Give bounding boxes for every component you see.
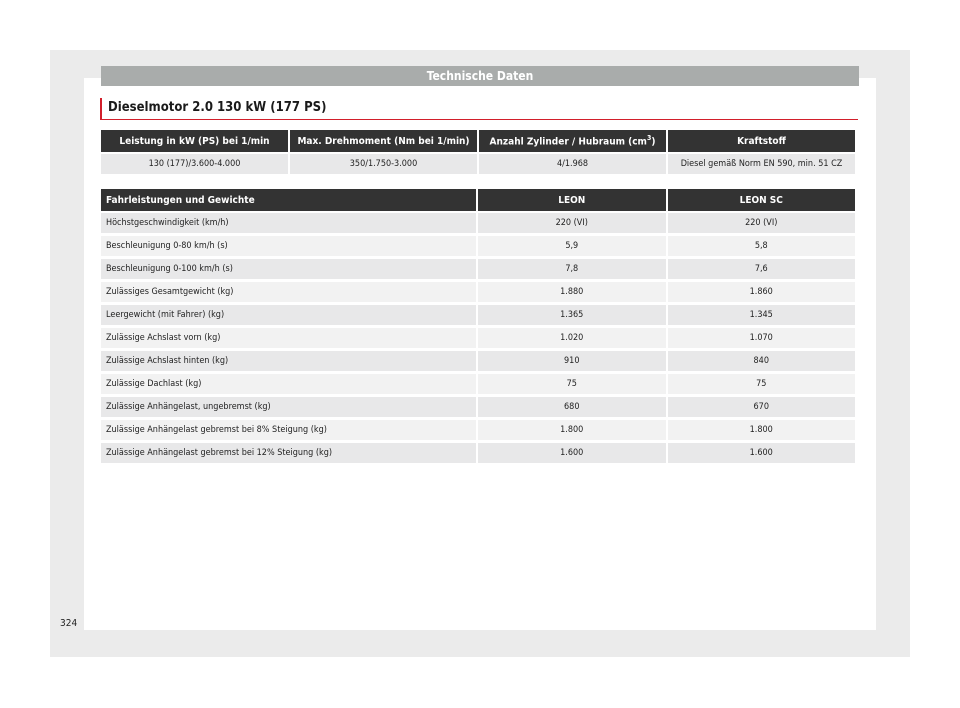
cell-leon-sc: 5,8: [667, 236, 855, 259]
chapter-header: Technische Daten: [101, 66, 859, 86]
page-number: 324: [60, 618, 78, 629]
cell-leon-sc: 670: [667, 397, 855, 420]
table-row: Zulässige Achslast vorn (kg) 1.020 1.070: [101, 328, 855, 351]
cell-attribute: Höchstgeschwindigkeit (km/h): [101, 213, 476, 236]
column-header-leon-sc: LEON SC: [667, 189, 855, 213]
table-header-row: Leistung in kW (PS) bei 1/min Max. Drehm…: [101, 130, 855, 154]
column-header-fuel: Kraftstoff: [668, 130, 855, 154]
cell-attribute: Zulässige Dachlast (kg): [101, 374, 476, 397]
column-header-leon: LEON: [478, 189, 666, 213]
cell-attribute: Zulässige Achslast vorn (kg): [101, 328, 476, 351]
cell-attribute: Beschleunigung 0-80 km/h (s): [101, 236, 476, 259]
cell-leon: 1.600: [478, 443, 666, 466]
cell-power: 130 (177)/3.600-4.000: [101, 154, 288, 177]
cell-attribute: Zulässige Achslast hinten (kg): [101, 351, 476, 374]
table-row: Zulässige Anhängelast gebremst bei 12% S…: [101, 443, 855, 466]
cell-leon: 1.365: [478, 305, 666, 328]
cell-leon: 5,9: [478, 236, 666, 259]
performance-table-body: Höchstgeschwindigkeit (km/h) 220 (VI) 220 …: [101, 213, 855, 466]
table-row: Höchstgeschwindigkeit (km/h) 220 (VI) 220 …: [101, 213, 855, 236]
section-title: Dieselmotor 2.0 130 kW (177 PS): [100, 98, 858, 120]
cell-cylinders: 4/1.968: [479, 154, 666, 177]
cell-leon-sc: 7,6: [667, 259, 855, 282]
cell-leon-sc: 1.800: [667, 420, 855, 443]
cell-leon-sc: 1.345: [667, 305, 855, 328]
cell-attribute: Beschleunigung 0-100 km/h (s): [101, 259, 476, 282]
cell-leon: 7,8: [478, 259, 666, 282]
cell-leon: 75: [478, 374, 666, 397]
engine-specs-table: Leistung in kW (PS) bei 1/min Max. Drehm…: [99, 130, 857, 177]
cell-leon-sc: 840: [667, 351, 855, 374]
cell-leon: 1.800: [478, 420, 666, 443]
cell-leon-sc: 1.600: [667, 443, 855, 466]
cell-attribute: Leergewicht (mit Fahrer) (kg): [101, 305, 476, 328]
table-row: Zulässige Achslast hinten (kg) 910 840: [101, 351, 855, 374]
cell-leon: 1.880: [478, 282, 666, 305]
cell-leon-sc: 1.070: [667, 328, 855, 351]
table-row: Zulässige Dachlast (kg) 75 75: [101, 374, 855, 397]
table-row: 130 (177)/3.600-4.000 350/1.750-3.000 4/…: [101, 154, 855, 177]
cell-leon: 680: [478, 397, 666, 420]
table-row: Beschleunigung 0-80 km/h (s) 5,9 5,8: [101, 236, 855, 259]
cell-leon: 1.020: [478, 328, 666, 351]
column-header-power: Leistung in kW (PS) bei 1/min: [101, 130, 288, 154]
column-header-cylinders: Anzahl Zylinder / Hubraum (cm3): [479, 130, 666, 154]
table-row: Leergewicht (mit Fahrer) (kg) 1.365 1.345: [101, 305, 855, 328]
cell-leon-sc: 75: [667, 374, 855, 397]
table-row: Beschleunigung 0-100 km/h (s) 7,8 7,6: [101, 259, 855, 282]
cell-attribute: Zulässige Anhängelast, ungebremst (kg): [101, 397, 476, 420]
cell-attribute: Zulässige Anhängelast gebremst bei 8% St…: [101, 420, 476, 443]
table-row: Zulässige Anhängelast, ungebremst (kg) 68…: [101, 397, 855, 420]
cell-leon: 220 (VI): [478, 213, 666, 236]
table-row: Zulässiges Gesamtgewicht (kg) 1.880 1.860: [101, 282, 855, 305]
cell-leon: 910: [478, 351, 666, 374]
column-header-attribute: Fahrleistungen und Gewichte: [101, 189, 476, 213]
cell-fuel: Diesel gemäß Norm EN 590, min. 51 CZ: [668, 154, 855, 177]
cell-leon-sc: 220 (VI): [667, 213, 855, 236]
cell-attribute: Zulässige Anhängelast gebremst bei 12% S…: [101, 443, 476, 466]
cell-torque: 350/1.750-3.000: [290, 154, 477, 177]
performance-weights-table: Fahrleistungen und Gewichte LEON LEON SC…: [99, 189, 857, 466]
table-header-row: Fahrleistungen und Gewichte LEON LEON SC: [101, 189, 855, 213]
cell-leon-sc: 1.860: [667, 282, 855, 305]
column-header-torque: Max. Drehmoment (Nm bei 1/min): [290, 130, 477, 154]
cell-attribute: Zulässiges Gesamtgewicht (kg): [101, 282, 476, 305]
table-row: Zulässige Anhängelast gebremst bei 8% St…: [101, 420, 855, 443]
